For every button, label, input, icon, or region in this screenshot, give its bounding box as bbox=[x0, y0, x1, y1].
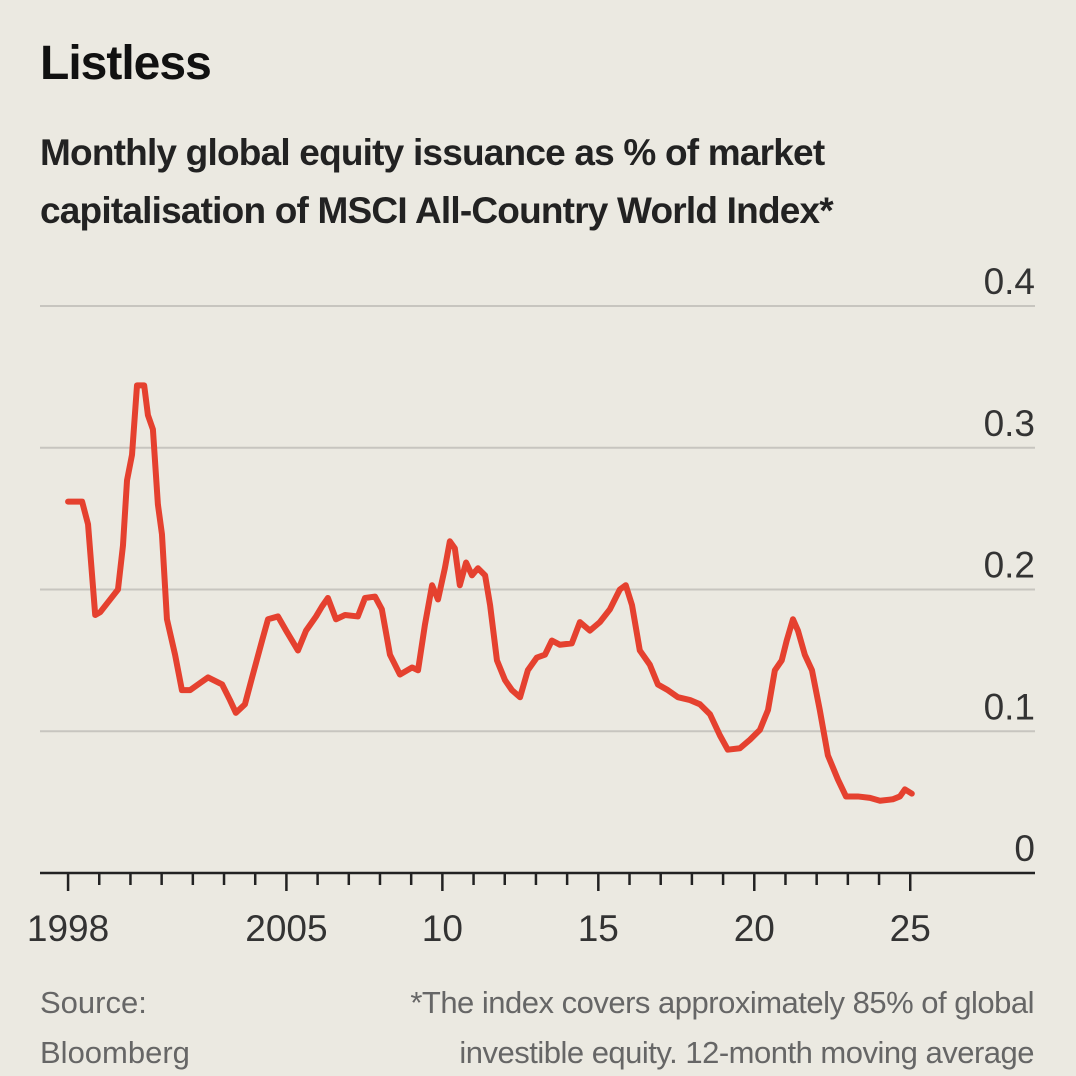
footnote: *The index covers approximately 85% of g… bbox=[410, 985, 1034, 1070]
x-tick-label: 25 bbox=[890, 908, 931, 949]
y-tick-label: 0.1 bbox=[984, 686, 1035, 727]
y-tick-label: 0.2 bbox=[984, 545, 1035, 586]
x-tick-label: 2005 bbox=[245, 908, 327, 949]
source: Source: Bloomberg bbox=[40, 985, 190, 1070]
x-tick-label: 20 bbox=[734, 908, 775, 949]
chart-title: Listless bbox=[40, 37, 212, 90]
y-tick-label: 0 bbox=[1014, 828, 1035, 869]
y-tick-label: 0.3 bbox=[984, 403, 1035, 444]
y-tick-label: 0.4 bbox=[984, 261, 1035, 302]
chart-subtitle: Monthly global equity issuance as % of m… bbox=[40, 132, 834, 231]
x-tick-label: 10 bbox=[422, 908, 463, 949]
x-tick-label: 1998 bbox=[27, 908, 109, 949]
data-line bbox=[65, 382, 915, 804]
x-tick-label: 15 bbox=[578, 908, 619, 949]
